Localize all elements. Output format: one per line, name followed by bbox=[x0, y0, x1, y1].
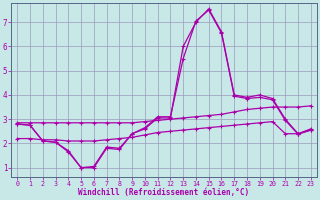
X-axis label: Windchill (Refroidissement éolien,°C): Windchill (Refroidissement éolien,°C) bbox=[78, 188, 250, 197]
